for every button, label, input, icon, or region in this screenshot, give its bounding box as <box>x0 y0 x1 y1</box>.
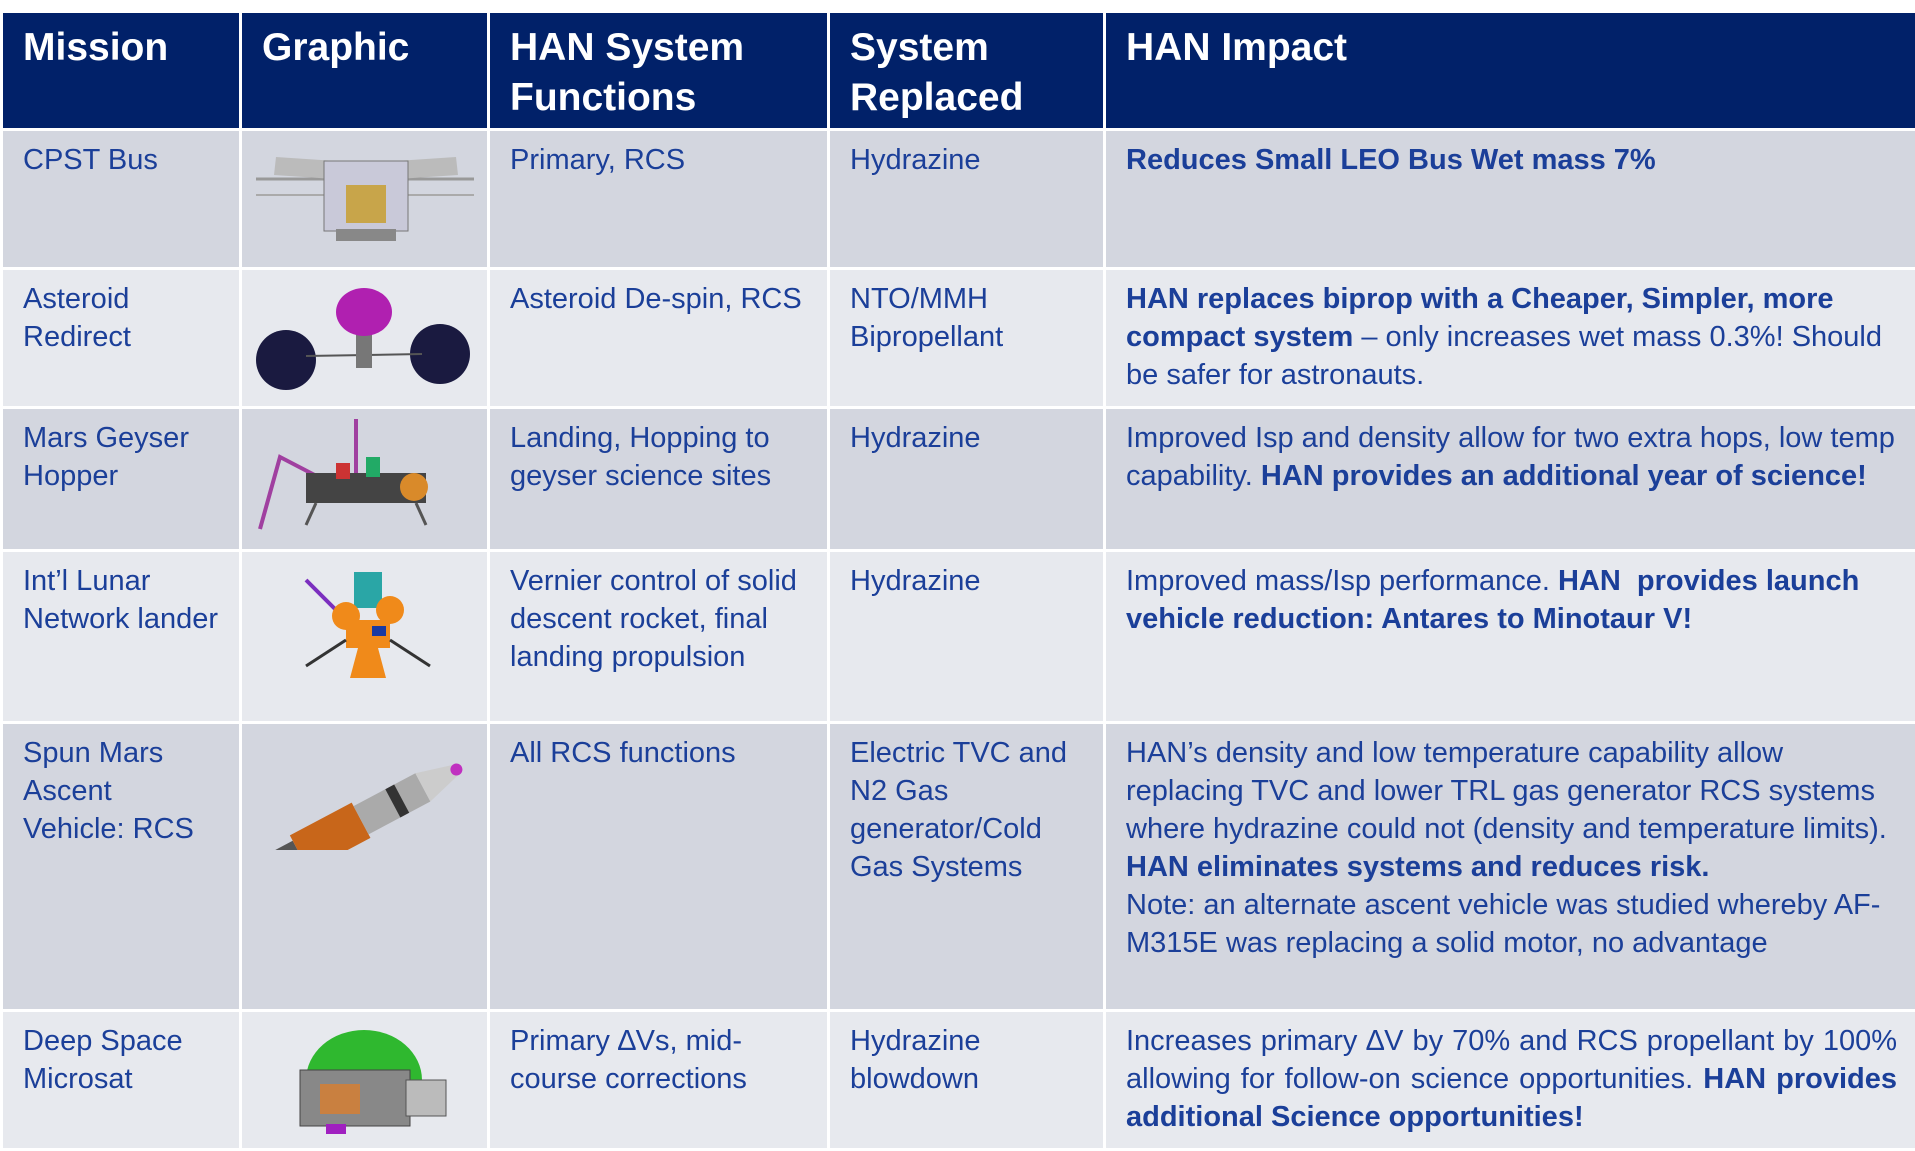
impact-paragraph: HAN’s density and low temperature capabi… <box>1126 734 1897 886</box>
mission-cell: Mars Geyser Hopper <box>2 408 241 551</box>
impact-cell: Reduces Small LEO Bus Wet mass 7% <box>1105 130 1915 269</box>
graphic-art <box>246 732 484 850</box>
impact-text: HAN’s density and low temperature capabi… <box>1126 737 1895 845</box>
impact-cell: Improved Isp and density allow for two e… <box>1105 408 1915 551</box>
replaced-cell: Hydrazine <box>829 551 1105 723</box>
replaced-cell: Hydrazine <box>829 130 1105 269</box>
impact-text: HAN eliminates systems and reduces risk. <box>1126 851 1709 883</box>
mission-cell: Spun Mars Ascent Vehicle: RCS <box>2 723 241 1011</box>
mission-cell: CPST Bus <box>2 130 241 269</box>
header-cell: HAN Impact <box>1105 12 1915 130</box>
impact-paragraph: Reduces Small LEO Bus Wet mass 7% <box>1126 141 1897 179</box>
impact-cell: HAN’s density and low temperature capabi… <box>1105 723 1915 1011</box>
functions-cell: All RCS functions <box>489 723 829 1011</box>
table-row: Spun Mars Ascent Vehicle: RCS All RCS fun… <box>2 723 1915 1011</box>
header-cell: Mission <box>2 12 241 130</box>
impact-text: Note: an alternate ascent vehicle was st… <box>1126 889 1880 959</box>
impact-cell: Improved mass/Isp performance. HAN provi… <box>1105 551 1915 723</box>
functions-cell: Vernier control of solid descent rocket,… <box>489 551 829 723</box>
functions-cell: Primary, RCS <box>489 130 829 269</box>
graphic-art <box>246 139 484 257</box>
impact-paragraph: Note: an alternate ascent vehicle was st… <box>1126 886 1897 962</box>
graphic-cell <box>241 408 489 551</box>
functions-cell: Primary ∆Vs, mid-course corrections <box>489 1011 829 1150</box>
mission-cell: Asteroid Redirect <box>2 269 241 408</box>
header-cell: System Replaced <box>829 12 1105 130</box>
graphic-cell <box>241 723 489 1011</box>
header-cell: HAN System Functions <box>489 12 829 130</box>
impact-paragraph: Improved mass/Isp performance. HAN provi… <box>1126 562 1897 638</box>
impact-cell: HAN replaces biprop with a Cheaper, Simp… <box>1105 269 1915 408</box>
functions-cell: Asteroid De-spin, RCS <box>489 269 829 408</box>
table-row: Deep Space Microsat Primary ∆Vs, mid-cour… <box>2 1011 1915 1150</box>
graphic-cell <box>241 269 489 408</box>
replaced-cell: Electric TVC and N2 Gas generator/Cold G… <box>829 723 1105 1011</box>
mission-cell: Int’l Lunar Network lander <box>2 551 241 723</box>
impact-paragraph: Increases primary ∆V by 70% and RCS prop… <box>1126 1022 1897 1136</box>
graphic-cell <box>241 551 489 723</box>
impact-cell: Increases primary ∆V by 70% and RCS prop… <box>1105 1011 1915 1150</box>
impact-text: Improved mass/Isp performance. <box>1126 565 1558 597</box>
replaced-cell: Hydrazine <box>829 408 1105 551</box>
replaced-cell: Hydrazine blowdown <box>829 1011 1105 1150</box>
impact-paragraph: Improved Isp and density allow for two e… <box>1126 419 1897 495</box>
graphic-art <box>246 1020 484 1138</box>
table-row: Int’l Lunar Network lander Vernier contro… <box>2 551 1915 723</box>
graphic-art <box>246 278 484 396</box>
graphic-cell <box>241 1011 489 1150</box>
functions-cell: Landing, Hopping to geyser science sites <box>489 408 829 551</box>
table-row: Mars Geyser Hopper Landing, Hopping to ge… <box>2 408 1915 551</box>
replaced-cell: NTO/MMH Bipropellant <box>829 269 1105 408</box>
graphic-art <box>246 560 484 678</box>
graphic-cell <box>241 130 489 269</box>
impact-paragraph: HAN replaces biprop with a Cheaper, Simp… <box>1126 280 1897 394</box>
impact-text: Reduces Small LEO Bus Wet mass 7% <box>1126 144 1656 176</box>
mission-cell: Deep Space Microsat <box>2 1011 241 1150</box>
impact-text: HAN provides an additional year of scien… <box>1261 460 1867 492</box>
header-cell: Graphic <box>241 12 489 130</box>
graphic-art <box>246 417 484 535</box>
